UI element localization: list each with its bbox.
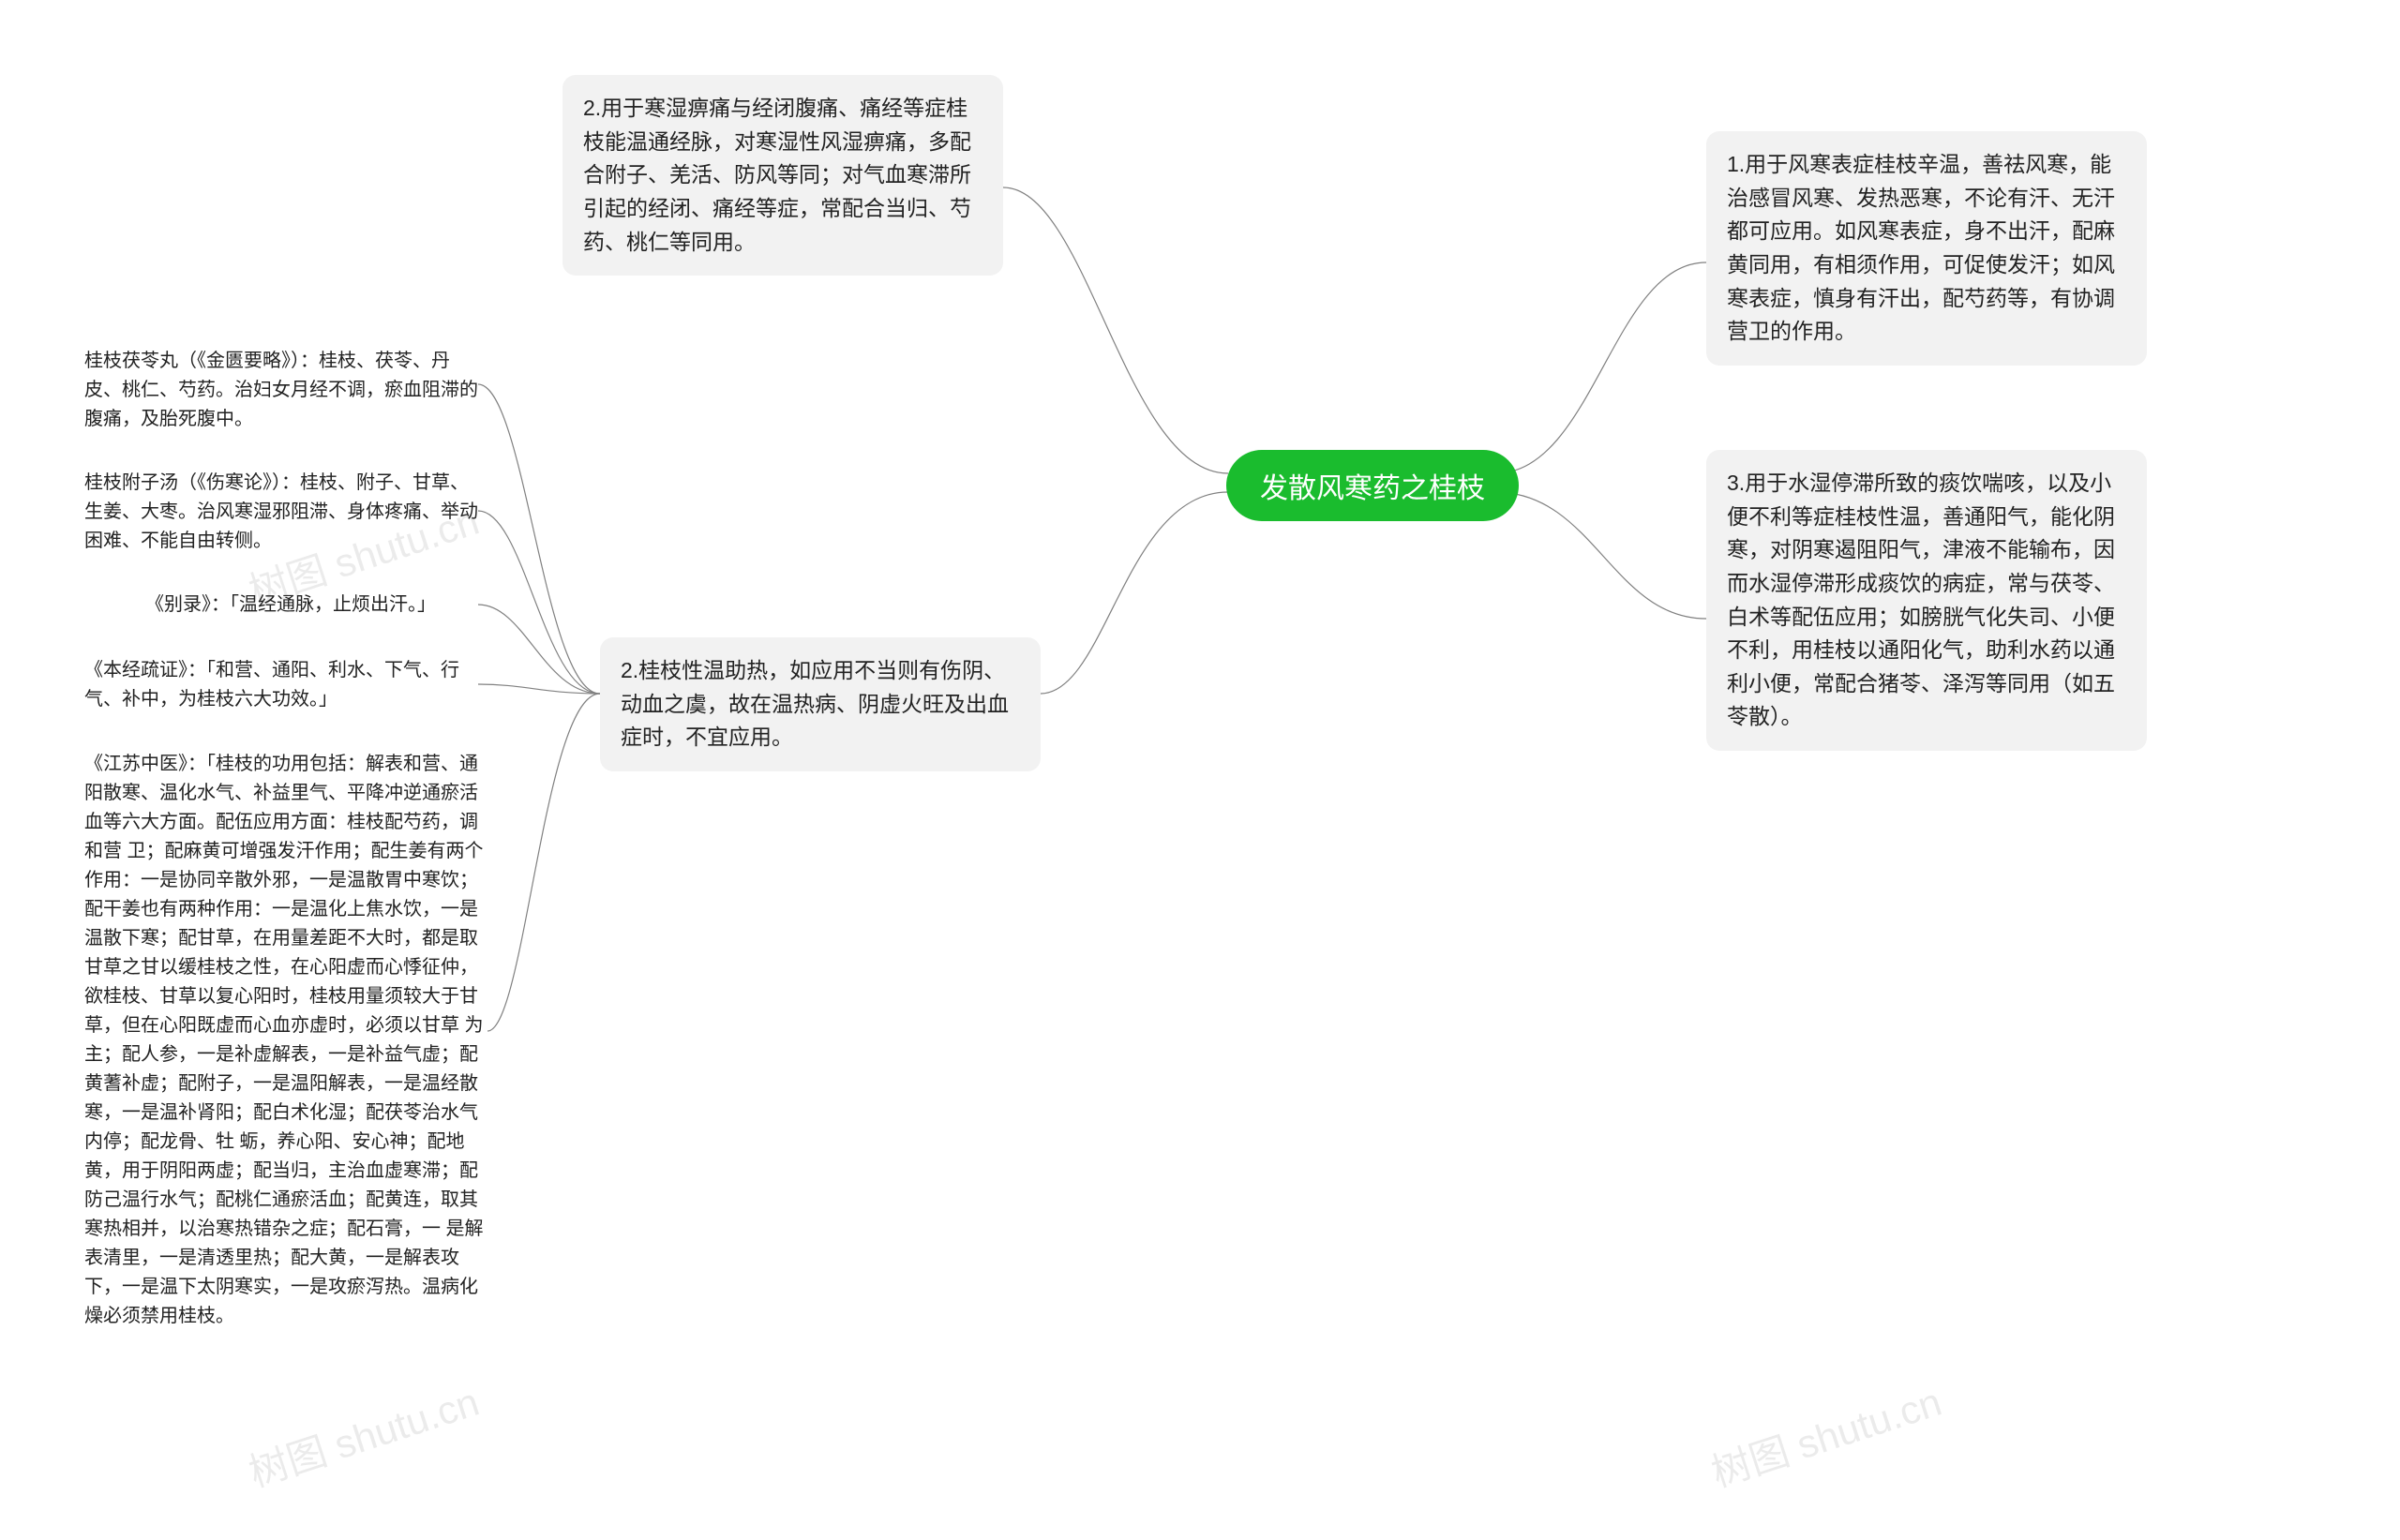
branch-left-2[interactable]: 2.桂枝性温助热，如应用不当则有伤阴、动血之虞，故在温热病、阴虚火旺及出血症时，…: [600, 637, 1041, 771]
leaf-l2d[interactable]: 《本经疏证》：「和营、通阳、利水、下气、行气、补中，为桂枝六大功效。」: [84, 656, 478, 714]
leaf-l2c[interactable]: 《别录》：「温经通脉，止烦出汗。」: [145, 591, 483, 620]
leaf-l2e[interactable]: 《江苏中医》：「桂枝的功用包括：解表和营、通阳散寒、温化水气、补益里气、平降冲逆…: [84, 750, 488, 1331]
branch-left-1[interactable]: 2.用于寒湿痹痛与经闭腹痛、痛经等症桂枝能温通经脉，对寒湿性风湿痹痛，多配合附子…: [562, 75, 1003, 276]
mindmap-center[interactable]: 发散风寒药之桂枝: [1226, 450, 1519, 521]
leaf-l2b[interactable]: 桂枝附子汤（《伤寒论》）：桂枝、附子、甘草、生姜、大枣。治风寒湿邪阻滞、身体疼痛…: [84, 469, 478, 556]
watermark: 树图 shutu.cn: [1703, 1370, 1948, 1499]
branch-right-1[interactable]: 1.用于风寒表症桂枝辛温，善祛风寒，能治感冒风寒、发热恶寒，不论有汗、无汗都可应…: [1706, 131, 2147, 366]
branch-right-2[interactable]: 3.用于水湿停滞所致的痰饮喘咳，以及小便不利等症桂枝性温，善通阳气，能化阴寒，对…: [1706, 450, 2147, 751]
watermark: 树图 shutu.cn: [241, 1370, 486, 1499]
leaf-l2a[interactable]: 桂枝茯苓丸（《金匮要略》）：桂枝、茯苓、丹皮、桃仁、芍药。治妇女月经不调，瘀血阻…: [84, 347, 478, 434]
